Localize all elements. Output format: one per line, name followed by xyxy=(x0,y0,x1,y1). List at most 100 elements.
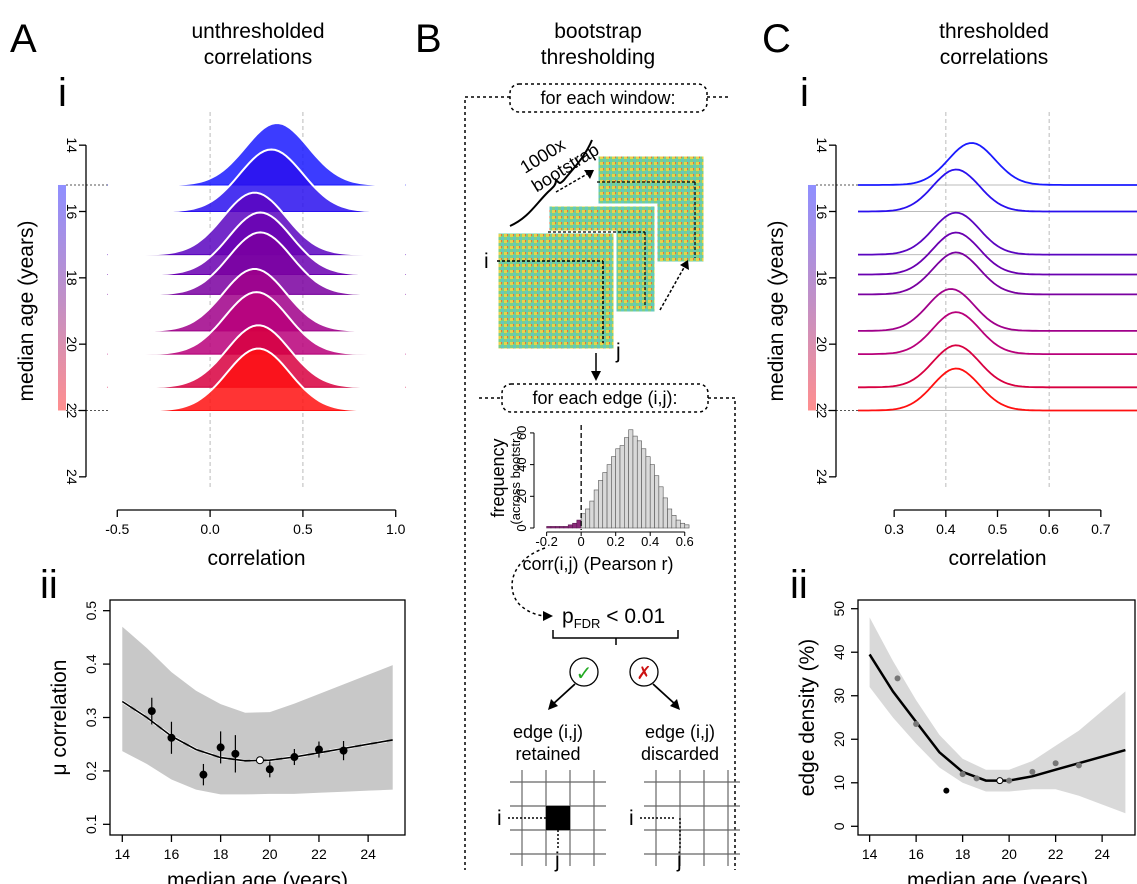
x-tick-label: -0.2 xyxy=(535,534,557,549)
data-point xyxy=(216,743,225,752)
y-tick-label: 40 xyxy=(831,644,847,660)
arrow-down-head xyxy=(591,371,601,381)
panel-letter-b: B xyxy=(415,17,442,61)
ridge-mean-curve xyxy=(108,191,405,256)
panel-c-title-line1: thresholded xyxy=(939,20,1049,43)
y-tick-label: 10 xyxy=(831,775,847,791)
panel-c-ii-label: ii xyxy=(790,563,808,607)
panel-b-title-line1: bootstrap xyxy=(554,20,642,43)
edge-loop-box xyxy=(501,383,709,413)
data-point xyxy=(290,753,299,762)
histogram-bar xyxy=(550,526,556,529)
histogram-bar xyxy=(680,522,686,529)
x-tick-label: 24 xyxy=(1094,846,1110,862)
y-tick-label: 22 xyxy=(814,403,830,419)
histogram-bar xyxy=(628,429,634,529)
data-point xyxy=(339,746,348,755)
chart-a-ii: 14 16 18 20 22 24 median age (years) 0.1 0.2 0.3 0… xyxy=(48,599,406,884)
histogram-bar xyxy=(554,526,560,529)
histogram-bar xyxy=(567,524,573,529)
data-point xyxy=(894,675,901,682)
arrow-discarded xyxy=(652,683,677,706)
histogram-bar xyxy=(641,448,647,529)
matrix-i-label: i xyxy=(484,250,489,273)
histogram-bar xyxy=(662,497,668,529)
y-axis-subtitle: (across bootstr.) xyxy=(508,431,523,524)
check-icon: ✓ xyxy=(576,663,593,685)
y-tick-label: 0.4 xyxy=(83,654,99,674)
x-tick-label: 0.3 xyxy=(884,521,904,537)
panel-a-i-label: i xyxy=(58,71,67,115)
ridge-density-band xyxy=(108,348,405,411)
histogram-bar xyxy=(611,456,616,529)
x-tick-label: 18 xyxy=(213,846,229,862)
panel-a-title-line2: correlations xyxy=(204,46,313,69)
bootstrap-brace xyxy=(509,139,593,227)
retained-line2: retained xyxy=(515,744,580,764)
ridge-mean-curve xyxy=(108,148,405,213)
x-tick-label: 0.0 xyxy=(200,521,220,537)
ridge-curve xyxy=(858,211,1137,256)
data-point xyxy=(314,745,323,754)
bootstrap-label: 1000x bootstrap xyxy=(517,134,603,196)
retained-edge-cell xyxy=(546,806,570,830)
y-tick-label: 24 xyxy=(64,469,80,485)
panel-c-title-line2: correlations xyxy=(940,46,1049,69)
ridge-curve xyxy=(858,231,1137,276)
y-tick-label: 20 xyxy=(514,489,529,503)
ridge-curve xyxy=(858,288,1137,332)
histogram-bar xyxy=(649,464,655,529)
histogram-bar xyxy=(589,500,595,529)
bootstrap-matrices xyxy=(495,153,707,352)
y-tick-label: 30 xyxy=(831,688,847,704)
y-tick-label: 16 xyxy=(814,204,830,220)
arrowhead-back xyxy=(584,170,594,179)
data-point xyxy=(1029,768,1036,775)
y-axis-title: edge density (%) xyxy=(796,639,819,797)
x-tick-label: 22 xyxy=(1048,846,1064,862)
y-tick-label: 0 xyxy=(831,822,847,830)
x-tick-label: 22 xyxy=(311,846,327,862)
edge-loop-label: for each edge (i,j): xyxy=(532,388,677,408)
histogram-bar xyxy=(645,456,651,529)
x-axis-title: correlation xyxy=(948,547,1046,570)
histogram-bar xyxy=(636,440,642,529)
x-tick-label: 24 xyxy=(360,846,376,862)
x-tick-label: 18 xyxy=(955,846,971,862)
x-tick-label: 0.6 xyxy=(1039,521,1059,537)
ridge-curve xyxy=(858,168,1137,213)
ridge-curve xyxy=(858,251,1137,296)
ridge-mean-curve xyxy=(108,231,405,296)
grid-retained-j: j xyxy=(554,849,560,872)
histogram-bar xyxy=(619,445,625,529)
window-loop-bracket xyxy=(464,96,510,870)
data-point xyxy=(996,777,1004,785)
y-tick-label: 20 xyxy=(831,731,847,747)
data-point xyxy=(199,770,208,779)
arrow-next xyxy=(659,263,687,311)
panel-letter-a: A xyxy=(10,17,37,61)
y-tick-label: 0 xyxy=(514,524,529,531)
data-point xyxy=(147,707,156,716)
x-axis-title: corr(i,j) (Pearson r) xyxy=(522,554,673,574)
x-tick-label: 1.0 xyxy=(386,521,406,537)
data-point xyxy=(231,749,240,758)
chart-c-i: 0.3 0.4 0.5 0.6 0.7 correlation 14 16 18 20 22 24 me… xyxy=(765,112,1137,570)
data-point xyxy=(265,765,274,774)
y-tick-label: 60 xyxy=(514,426,529,440)
histogram-bar xyxy=(654,475,660,529)
x-tick-label: 0 xyxy=(578,534,585,549)
ridge-mean-curve xyxy=(108,324,405,389)
window-loop-label: for each window: xyxy=(540,88,675,108)
x-axis-title: median age (years) xyxy=(167,869,348,884)
discarded-line1: edge (i,j) xyxy=(645,722,715,742)
data-point xyxy=(973,775,980,782)
arrowhead-next xyxy=(680,260,689,270)
adjacency-grid-discarded xyxy=(644,770,740,866)
data-point xyxy=(1052,760,1059,767)
histogram-bar xyxy=(559,526,565,529)
pfdr-text: pFDR < 0.01 xyxy=(562,605,665,631)
histogram-bar xyxy=(572,522,578,529)
